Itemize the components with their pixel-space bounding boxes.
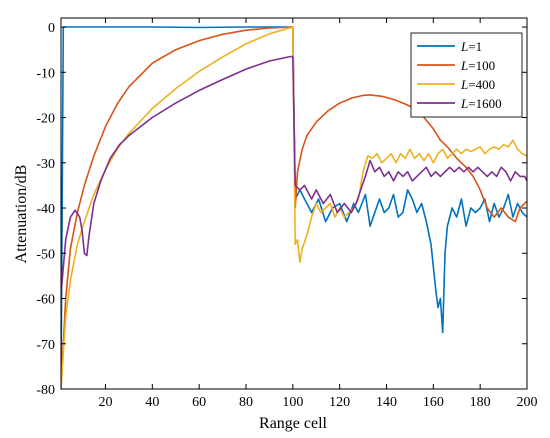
legend-entry: L=1600: [417, 96, 502, 111]
x-tick-label: 60: [192, 395, 206, 410]
legend-label: L=100: [460, 58, 495, 73]
y-tick-label: -40: [36, 202, 55, 217]
legend-entry: L=400: [417, 77, 495, 92]
y-axis-title: Attenuation/dB: [13, 165, 30, 264]
y-tick-label: -60: [36, 293, 55, 308]
x-tick-label: 120: [329, 395, 350, 410]
x-tick-label: 40: [145, 395, 159, 410]
x-tick-label: 80: [239, 395, 253, 410]
legend-label: L=1: [460, 39, 482, 54]
series-line-l-100: [61, 26, 527, 389]
plot-area-border: [60, 17, 528, 390]
y-tick-label: -80: [36, 383, 55, 398]
y-tick-label: -20: [36, 112, 55, 127]
series-line-l-1600: [61, 55, 527, 295]
x-tick-label: 20: [98, 395, 112, 410]
series-line-l-400: [61, 26, 527, 389]
y-tick-label: 0: [48, 21, 55, 36]
axes-frame: [60, 17, 528, 390]
legend-entry: L=1: [417, 39, 482, 54]
x-tick-label: 200: [517, 395, 538, 410]
legend-label: L=400: [460, 77, 495, 92]
y-tick-label: -10: [36, 66, 55, 81]
axis-ticks: 20 40 60 80 100 120 140 160 180 200 0 -10 -20 -30 -40 -…: [36, 18, 538, 410]
x-tick-label: 160: [423, 395, 444, 410]
y-tick-label: -30: [36, 157, 55, 172]
x-tick-label: 140: [376, 395, 397, 410]
x-tick-label: 180: [470, 395, 491, 410]
y-tick-label: -50: [36, 247, 55, 262]
legend: L=1 L=100 L=400 L=1600: [410, 32, 523, 118]
y-tick-label: -70: [36, 338, 55, 353]
series-layer: [61, 26, 527, 389]
legend-label: L=1600: [460, 96, 502, 111]
x-tick-label: 100: [282, 395, 303, 410]
x-axis-title: Range cell: [259, 415, 328, 432]
legend-entry: L=100: [417, 58, 495, 73]
